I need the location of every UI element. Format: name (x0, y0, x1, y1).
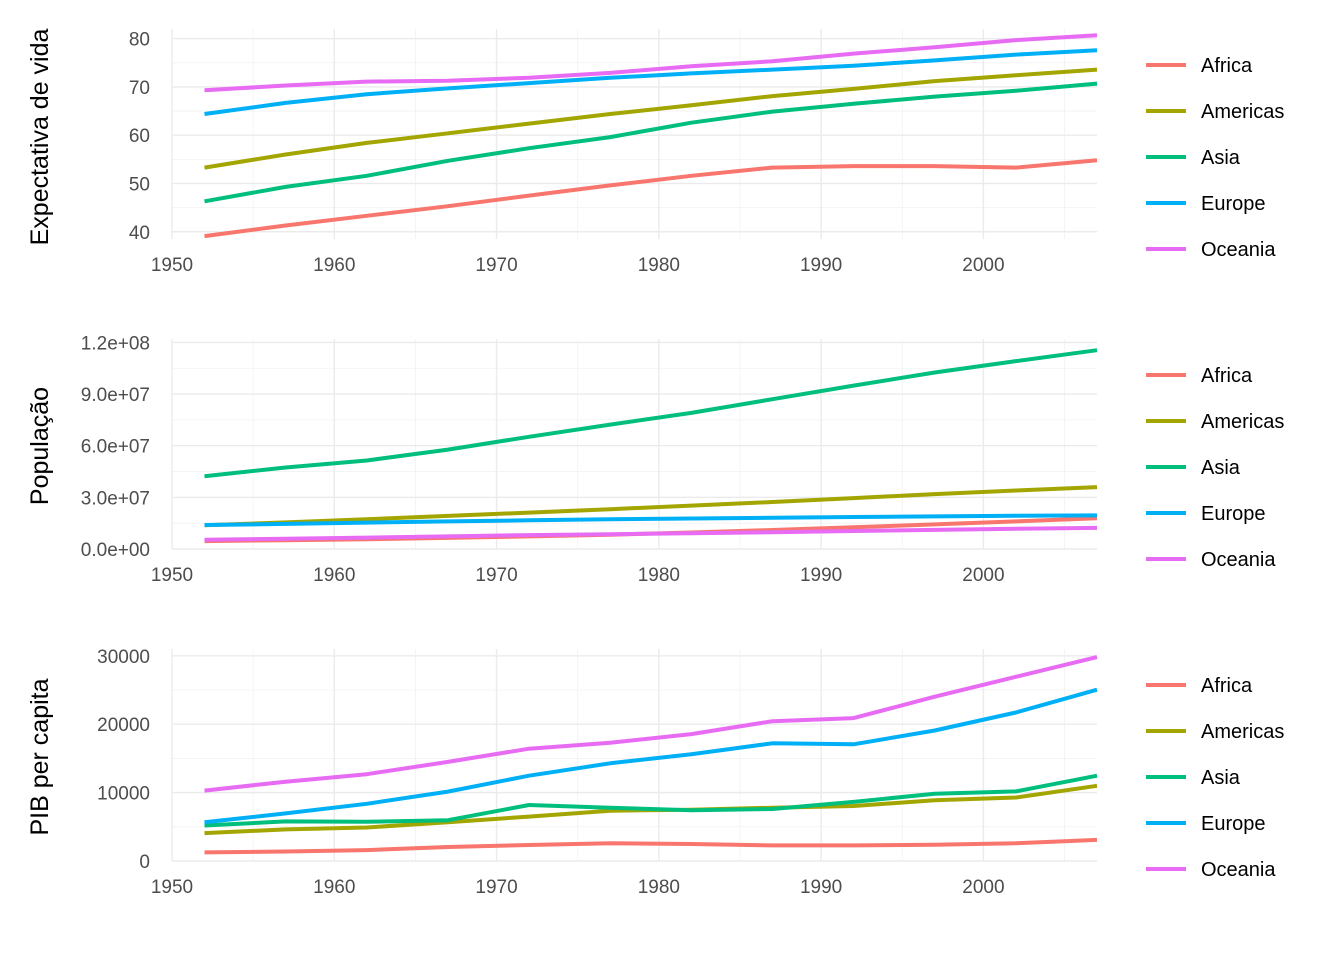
population-x-tick-label: 1990 (800, 565, 842, 586)
population-legend-label-oceania: Oceania (1201, 549, 1276, 571)
life-expectancy-legend-label-americas: Americas (1201, 101, 1284, 123)
life-expectancy-legend-label-oceania: Oceania (1201, 239, 1276, 261)
life-expectancy-y-tick-label: 70 (129, 78, 150, 99)
life-expectancy-y-tick-label: 80 (129, 30, 150, 51)
life-expectancy-y-axis-title: Expectativa de vida (26, 29, 54, 246)
population-series-americas (204, 485, 1098, 528)
gdp-per-capita-x-tick-label: 1950 (151, 877, 193, 898)
gdp-per-capita-panel: 1950 1960 1970 1980 1990 20000100002000030000… (26, 647, 1284, 898)
population-x-tick-label: 1970 (475, 565, 517, 586)
population-series-asia (204, 348, 1098, 479)
gdp-per-capita-series-africa (204, 837, 1098, 855)
gdp-per-capita-legend-label-africa: Africa (1201, 675, 1253, 697)
life-expectancy-x-tick-label: 1970 (475, 255, 517, 276)
population-y-axis-title: População (26, 387, 54, 505)
gdp-per-capita-series-oceania (204, 655, 1098, 793)
life-expectancy-y-tick-label: 40 (129, 223, 150, 244)
life-expectancy-panel: 1950 1960 1970 1980 1990 2000 40 50 60 70 80 Expect… (26, 29, 1284, 276)
life-expectancy-series-americas (204, 67, 1098, 170)
population-series-oceania (204, 525, 1098, 542)
population-y-tick-label: 9.0e+07 (81, 385, 150, 406)
population-panel: 1950 1960 1970 1980 1990 2000 0.0e+00 3.0e+07 6.… (26, 333, 1284, 586)
gdp-per-capita-y-tick-label: 20000 (97, 715, 150, 736)
life-expectancy-x-tick-label: 1950 (151, 255, 193, 276)
life-expectancy-x-tick-label: 1990 (800, 255, 842, 276)
life-expectancy-y-tick-label: 50 (129, 174, 150, 195)
gdp-per-capita-y-tick-label: 30000 (97, 647, 150, 668)
gdp-per-capita-y-tick-label: 10000 (97, 784, 150, 805)
population-legend-label-americas: Americas (1201, 411, 1284, 433)
population-legend-label-africa: Africa (1201, 365, 1253, 387)
gdp-per-capita-legend-label-oceania: Oceania (1201, 859, 1276, 881)
gdp-per-capita-legend-label-europe: Europe (1201, 813, 1266, 835)
gdp-per-capita-series-asia (204, 773, 1098, 828)
life-expectancy-x-tick-label: 2000 (962, 255, 1004, 276)
gdp-per-capita-x-tick-label: 1990 (800, 877, 842, 898)
population-legend-label-asia: Asia (1201, 457, 1241, 479)
life-expectancy-y-tick-label: 60 (129, 126, 150, 147)
gdp-per-capita-series-europe (204, 687, 1098, 825)
gdp-per-capita-x-tick-label: 2000 (962, 877, 1004, 898)
life-expectancy-series-oceania (204, 33, 1098, 93)
population-y-tick-label: 6.0e+07 (81, 437, 150, 458)
life-expectancy-legend-label-europe: Europe (1201, 193, 1266, 215)
population-legend-label-europe: Europe (1201, 503, 1266, 525)
population-y-tick-label: 1.2e+08 (81, 333, 150, 354)
gdp-per-capita-x-tick-label: 1980 (638, 877, 680, 898)
gdp-per-capita-x-tick-label: 1970 (475, 877, 517, 898)
life-expectancy-series-africa (204, 158, 1098, 239)
population-x-tick-label: 1960 (313, 565, 355, 586)
population-x-tick-label: 2000 (962, 565, 1004, 586)
life-expectancy-series-europe (204, 48, 1098, 116)
gdp-per-capita-legend-label-americas: Americas (1201, 721, 1284, 743)
gdp-per-capita-y-axis-title: PIB per capita (26, 678, 54, 835)
population-x-tick-label: 1980 (638, 565, 680, 586)
life-expectancy-legend-label-asia: Asia (1201, 147, 1241, 169)
gdp-per-capita-x-tick-label: 1960 (313, 877, 355, 898)
population-x-tick-label: 1950 (151, 565, 193, 586)
population-series-europe (204, 513, 1098, 527)
population-y-tick-label: 0.0e+00 (81, 540, 150, 561)
life-expectancy-x-tick-label: 1980 (638, 255, 680, 276)
gdp-per-capita-y-tick-label: 0 (139, 852, 150, 873)
gdp-per-capita-legend-label-asia: Asia (1201, 767, 1241, 789)
life-expectancy-x-tick-label: 1960 (313, 255, 355, 276)
life-expectancy-series-asia (204, 81, 1098, 204)
life-expectancy-legend-label-africa: Africa (1201, 55, 1253, 77)
population-y-tick-label: 3.0e+07 (81, 488, 150, 509)
